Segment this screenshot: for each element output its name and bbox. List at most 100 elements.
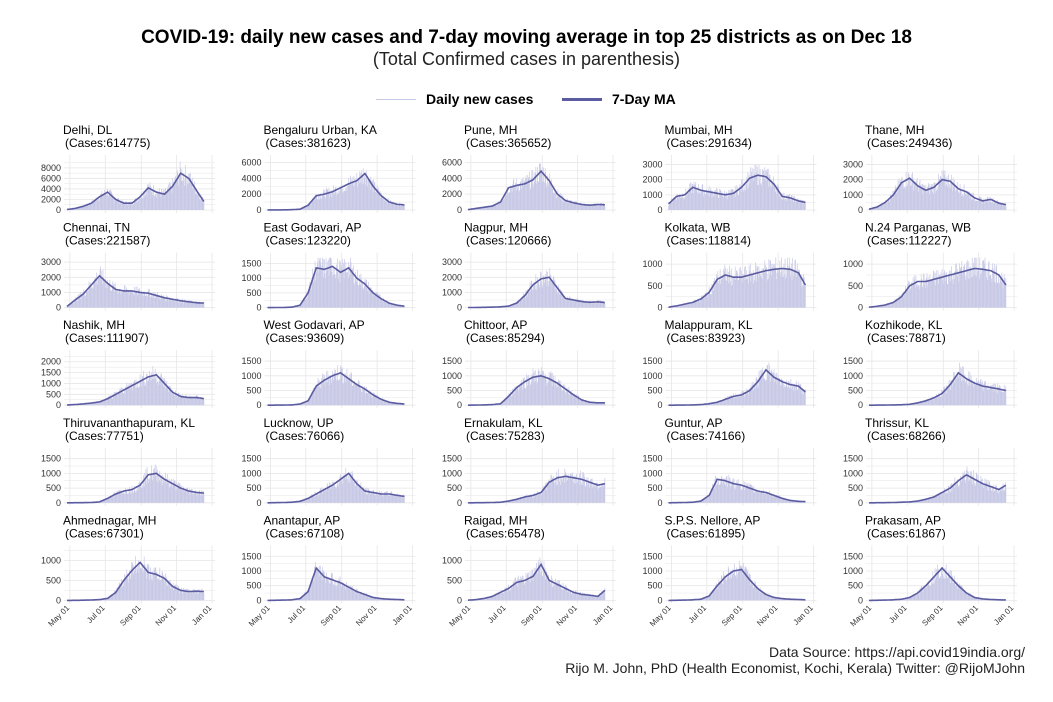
- y-tick-label: 1000: [642, 190, 662, 200]
- y-tick-label: 500: [647, 385, 662, 395]
- y-tick-label: 0: [56, 400, 61, 410]
- y-tick-label: 1500: [241, 258, 261, 268]
- y-tick-label: 1500: [442, 356, 462, 366]
- panel-cases: (Cases:365652): [466, 136, 551, 150]
- y-tick-label: 1000: [642, 259, 662, 269]
- ma-line: [267, 472, 405, 504]
- panel-5: Chennai, TN(Cases:221587) 0 1000 2000 3000: [41, 221, 215, 313]
- y-tick-label: 1000: [241, 468, 261, 478]
- panel-2: Pune, MH(Cases:365652) 0 2000 4000 6000: [442, 123, 616, 215]
- y-tick-label: 500: [447, 483, 462, 493]
- y-tick-label: 2000: [442, 189, 462, 199]
- legend: Daily new cases 7-Day MA: [0, 89, 1053, 109]
- panel-6: East Godavari, AP(Cases:123220) 0 500 1000 1…: [241, 221, 416, 313]
- panel-9: N.24 Parganas, WB(Cases:112227) 0 500 1000: [843, 221, 1017, 313]
- y-tick-label: 500: [246, 483, 261, 493]
- panel-14: Kozhikode, KL(Cases:78871) 0 500 1000 1500: [843, 318, 1017, 410]
- panel-17: Ernakulam, KL(Cases:75283) 0 500 1000 1500: [442, 416, 616, 508]
- y-tick-label: 1500: [843, 356, 863, 366]
- panel-title: N.24 Parganas, WB: [865, 221, 971, 235]
- daily-bars: [468, 367, 606, 406]
- panel-1: Bengaluru Urban, KA(Cases:381623) 0 2000 40…: [241, 123, 416, 215]
- y-tick-label: 500: [246, 385, 261, 395]
- legend-daily-label: Daily new cases: [426, 91, 534, 107]
- ma-line: [869, 371, 1007, 406]
- y-tick-label: 0: [858, 205, 863, 215]
- panel-12: Chittoor, AP(Cases:85294) 0 500 1000 1500: [442, 318, 616, 410]
- y-tick-label: 2000: [442, 272, 462, 282]
- panel-title: Mumbai, MH: [665, 123, 733, 137]
- ma-line: [667, 174, 806, 205]
- panel-title: Nagpur, MH: [464, 221, 528, 235]
- y-tick-label: 6000: [241, 157, 261, 167]
- y-tick-label: 1000: [843, 468, 863, 478]
- daily-bars: [267, 467, 405, 503]
- panel-title: Lucknow, UP: [264, 416, 334, 430]
- panel-cases: (Cases:614775): [65, 136, 150, 150]
- y-tick-label: 500: [46, 483, 61, 493]
- y-tick-label: 4000: [442, 173, 462, 183]
- y-tick-label: 0: [457, 498, 462, 508]
- y-tick-label: 2000: [41, 272, 61, 282]
- ma-line: [267, 265, 405, 309]
- daily-bars: [67, 464, 205, 503]
- panel-3: Mumbai, MH(Cases:291634) 0 1000 2000 3000: [642, 123, 817, 215]
- y-tick-label: 500: [848, 281, 863, 291]
- panel-18: Guntur, AP(Cases:74166) 0 500 1000 1500: [642, 416, 817, 508]
- panel-cases: (Cases:120666): [466, 234, 551, 248]
- y-tick-label: 4000: [41, 184, 61, 194]
- panel-cases: (Cases:83923): [667, 331, 746, 345]
- panel-title: Guntur, AP: [665, 416, 723, 430]
- panel-title: Nashik, MH: [63, 318, 125, 332]
- y-tick-label: 2000: [241, 189, 261, 199]
- panel-7: Nagpur, MH(Cases:120666) 0 1000 2000 3000: [442, 221, 616, 313]
- daily-bars: [267, 365, 405, 406]
- panel-cases: (Cases:118814): [667, 234, 752, 248]
- daily-bars: [868, 170, 1007, 210]
- panel-cases: (Cases:112227): [867, 234, 952, 248]
- legend-daily-swatch: [376, 98, 416, 100]
- y-tick-label: 3000: [41, 257, 61, 267]
- panel-title: Chittoor, AP: [464, 318, 527, 332]
- legend-ma-label: 7-Day MA: [612, 91, 676, 107]
- ma-line: [668, 267, 807, 308]
- y-tick-label: 1000: [41, 468, 61, 478]
- y-tick-label: 0: [858, 400, 863, 410]
- y-tick-label: 3000: [843, 160, 863, 170]
- panel-title: Ernakulam, KL: [464, 416, 543, 430]
- y-tick-label: 500: [848, 483, 863, 493]
- ma-line: [668, 368, 806, 406]
- y-tick-label: 1000: [442, 287, 462, 297]
- daily-bars: [869, 362, 1007, 406]
- y-tick-label: 1000: [241, 371, 261, 381]
- y-tick-label: 0: [256, 303, 261, 313]
- y-tick-label: 1000: [843, 371, 863, 381]
- y-tick-label: 0: [256, 498, 261, 508]
- y-tick-label: 1000: [642, 371, 662, 381]
- panel-cases: (Cases:93609): [266, 331, 345, 345]
- y-tick-label: 8000: [41, 163, 61, 173]
- legend-item-ma: 7-Day MA: [562, 89, 676, 109]
- panel-13: Malappuram, KL(Cases:83923) 0 500 1000 1500: [642, 318, 817, 410]
- y-tick-label: 1500: [41, 454, 61, 464]
- ma-line: [66, 172, 205, 211]
- panel-cases: (Cases:249436): [867, 136, 952, 150]
- panel-title: Malappuram, KL: [665, 318, 753, 332]
- daily-bars: [267, 257, 405, 308]
- daily-bars: [868, 257, 1007, 308]
- y-tick-label: 1000: [41, 287, 61, 297]
- y-tick-label: 4000: [241, 173, 261, 183]
- daily-bars: [66, 161, 205, 210]
- panel-title: East Godavari, AP: [264, 221, 362, 235]
- ma-line: [267, 172, 405, 211]
- chart-title: COVID-19: daily new cases and 7-day movi…: [141, 27, 912, 48]
- y-tick-label: 500: [46, 389, 61, 399]
- y-tick-label: 1500: [642, 454, 662, 464]
- panel-title: Kolkata, WB: [665, 221, 731, 235]
- panel-cases: (Cases:123220): [266, 234, 351, 248]
- panel-title: Chennai, TN: [63, 221, 130, 235]
- panel-title: Thrissur, KL: [865, 416, 929, 430]
- panel-cases: (Cases:77751): [65, 429, 144, 443]
- ma-line: [468, 475, 606, 504]
